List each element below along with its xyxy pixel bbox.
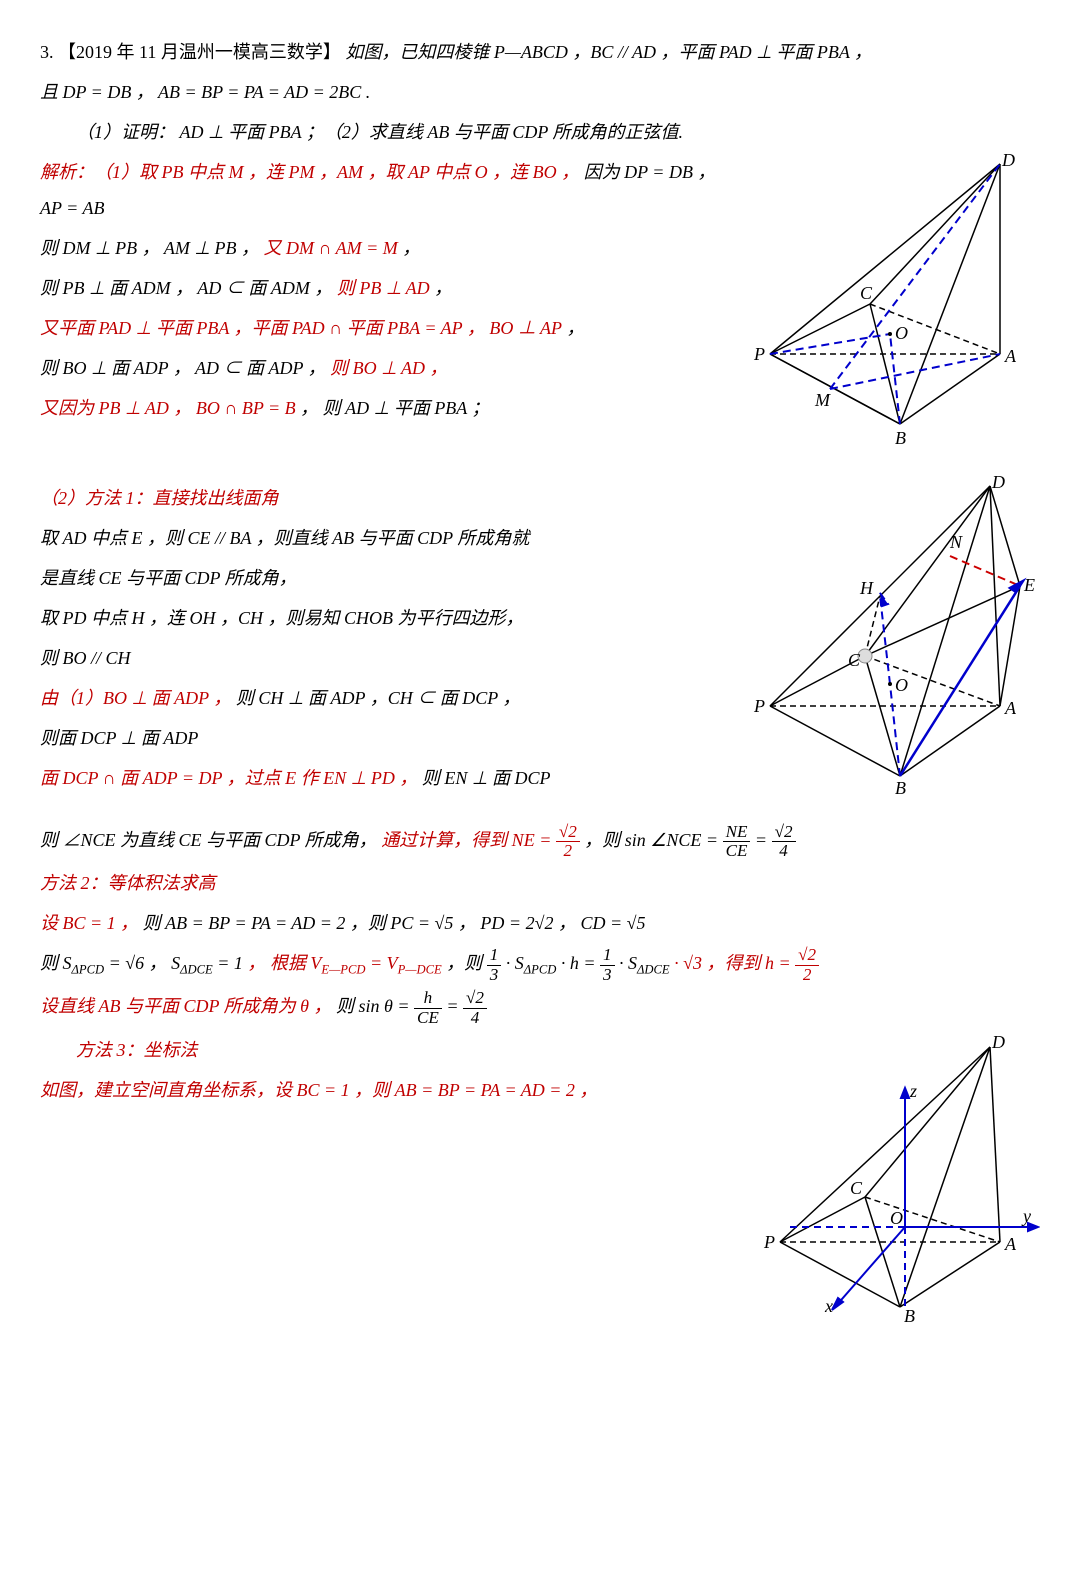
sol1-l2c: ，	[402, 238, 420, 258]
m2-l3: 设直线 AB 与平面 CDP 所成角为 θ ， 则 sin θ = h CE =…	[40, 988, 1040, 1027]
m1-l7a: 面 DCP ∩ 面 ADP = DP ，过点 E 作 EN ⊥ PD ，	[40, 768, 417, 788]
svg-text:y: y	[1021, 1206, 1031, 1226]
sol1-l3b: 则 PB ⊥ AD	[337, 278, 430, 298]
svg-text:A: A	[1004, 698, 1017, 718]
svg-text:D: D	[1001, 154, 1015, 170]
sol1-l3c: ，	[434, 278, 452, 298]
svg-text:H: H	[859, 578, 874, 598]
problem-number: 3.	[40, 42, 54, 62]
m2-l3c: =	[446, 996, 463, 1016]
svg-text:P: P	[753, 696, 765, 716]
m2-l2i: · h =	[561, 953, 600, 973]
m1-l5a: 由（1）BO ⊥ 面 ADP ，	[40, 688, 231, 708]
sol1-l5a: 则 BO ⊥ 面 ADP ， AD ⊂ 面 ADP ，	[40, 358, 326, 378]
problem-questions: （1）证明： AD ⊥ 平面 PBA ；（2）求直线 AB 与平面 CDP 所成…	[40, 114, 1040, 150]
frac-sqrt2-2-a: √2 2	[556, 823, 580, 862]
m1-l7b: 则 EN ⊥ 面 DCP	[422, 768, 551, 788]
problem-line-2: 且 DP = DB ， AB = BP = PA = AD = 2BC .	[40, 74, 1040, 110]
m2-l2a: 则 S	[40, 953, 72, 973]
m1-l8a: 则 ∠NCE 为直线 CE 与平面 CDP 所成角，	[40, 830, 377, 850]
m2-l3b: 则 sin θ =	[336, 996, 414, 1016]
m2-l3a: 设直线 AB 与平面 CDP 所成角为 θ ，	[40, 996, 332, 1016]
sol1-l6c: 则 AD ⊥ 平面 PBA ；	[323, 398, 490, 418]
svg-text:C: C	[850, 1178, 863, 1198]
m2-l2g: ，则	[446, 953, 487, 973]
method2-head: 方法 2：等体积法求高	[40, 865, 1040, 901]
m2-l1: 设 BC = 1 ， 则 AB = BP = PA = AD = 2 ，则 PC…	[40, 905, 1040, 941]
svg-text:A: A	[1004, 1234, 1017, 1254]
sol1-l5b: 则 BO ⊥ AD ，	[330, 358, 447, 378]
svg-text:C: C	[848, 650, 861, 670]
m2-l2k: · √3 ，得到 h =	[674, 953, 795, 973]
svg-text:z: z	[909, 1081, 917, 1101]
m2-l2j: · S	[619, 953, 637, 973]
svg-text:D: D	[991, 1032, 1005, 1052]
svg-text:E: E	[1023, 575, 1035, 595]
m2-l2b: = √6 ， S	[109, 953, 181, 973]
m1-l8d: =	[755, 830, 772, 850]
svg-text:x: x	[824, 1296, 833, 1316]
m2-l2f: = V	[370, 953, 398, 973]
frac-sqrt2-4-b: √2 4	[463, 989, 487, 1028]
frac-13-a: 1 3	[487, 946, 502, 985]
sol1-l4b: ，	[566, 318, 584, 338]
svg-text:B: B	[895, 428, 906, 448]
svg-text:P: P	[763, 1232, 775, 1252]
svg-text:B: B	[904, 1306, 915, 1322]
sol1-l4a: 又平面 PAD ⊥ 平面 PBA ，平面 PAD ∩ 平面 PBA = AP ，…	[40, 318, 562, 338]
frac-sqrt2-2-b: √2 2	[795, 946, 819, 985]
svg-text:C: C	[860, 283, 873, 303]
frac-13-b: 1 3	[600, 946, 615, 985]
problem-source: 【2019 年 11 月温州一模高三数学】	[58, 42, 341, 62]
sol1-l6a: 又因为 PB ⊥ AD ， BO ∩ BP = B	[40, 398, 296, 418]
svg-text:M: M	[814, 390, 831, 410]
sol1-l3a: 则 PB ⊥ 面 ADM ， AD ⊂ 面 ADM ，	[40, 278, 332, 298]
frac-sqrt2-4-a: √2 4	[772, 823, 796, 862]
svg-text:O: O	[895, 675, 908, 695]
problem-line-1: 3. 【2019 年 11 月温州一模高三数学】 如图，已知四棱锥 P—ABCD…	[40, 34, 1040, 70]
m2-l2h: · S	[506, 953, 524, 973]
m2-l2: 则 SΔPCD = √6 ， SΔDCE = 1 ， 根据 VE—PCD = V…	[40, 945, 1040, 984]
m1-l8: 则 ∠NCE 为直线 CE 与平面 CDP 所成角， 通过计算，得到 NE = …	[40, 822, 1040, 861]
m2-l2c: = 1	[217, 953, 243, 973]
figure-2: D N E H C O P A B	[740, 476, 1040, 808]
m1-l8c: ，则 sin ∠NCE =	[584, 830, 722, 850]
sol1-l1a: 解析：（1）取 PB 中点 M ，连 PM ，AM ，取 AP 中点 O ，连 …	[40, 162, 579, 182]
svg-text:P: P	[753, 344, 765, 364]
m2-l2d: ，	[247, 953, 265, 973]
frac-ne-ce: NE CE	[723, 823, 751, 862]
m2-l1a: 设 BC = 1 ，	[40, 913, 138, 933]
m2-l1b: 则 AB = BP = PA = AD = 2 ，则 PC = √5 ， PD …	[143, 913, 646, 933]
m1-l5b: 则 CH ⊥ 面 ADP ，CH ⊂ 面 DCP ，	[236, 688, 521, 708]
svg-text:B: B	[895, 778, 906, 796]
problem-stem-1: 如图，已知四棱锥 P—ABCD ，BC // AD ，平面 PAD ⊥ 平面 P…	[345, 42, 872, 62]
m2-l2e: 根据 V	[270, 953, 322, 973]
frac-h-ce: h CE	[414, 989, 442, 1028]
svg-text:N: N	[949, 532, 963, 552]
figure-1: D C O P A M B	[740, 154, 1040, 466]
svg-text:O: O	[895, 323, 908, 343]
sol1-l2b: 又 DM ∩ AM = M	[264, 238, 398, 258]
svg-text:A: A	[1004, 346, 1017, 366]
m1-l8b: 通过计算，得到 NE =	[381, 830, 556, 850]
figure-3: D z C O y P A x B	[740, 1032, 1040, 1334]
sol1-l2a: 则 DM ⊥ PB ， AM ⊥ PB ，	[40, 238, 259, 258]
svg-text:O: O	[890, 1208, 903, 1228]
sol1-l6b: ，	[300, 398, 318, 418]
svg-text:D: D	[991, 476, 1005, 492]
